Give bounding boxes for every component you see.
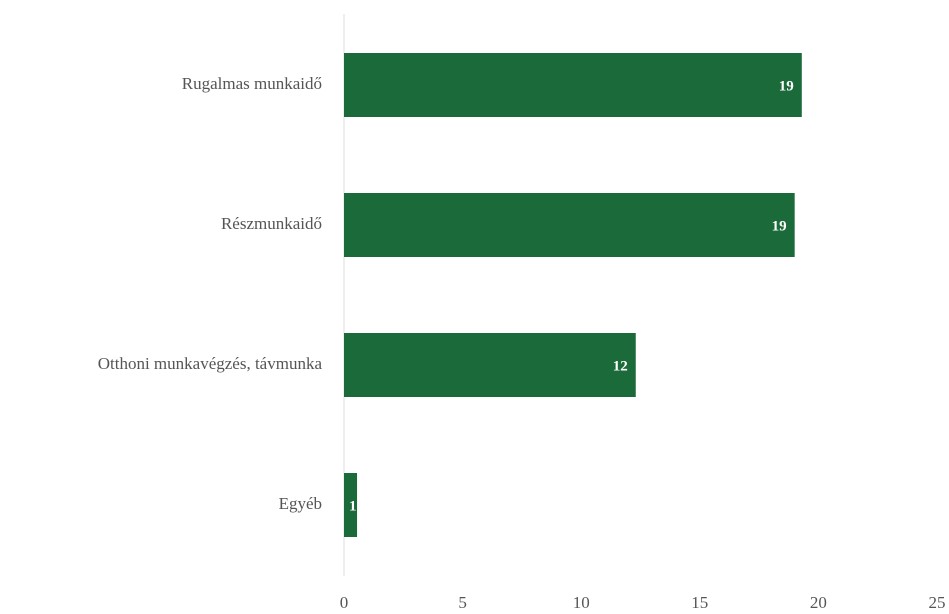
x-tick-label: 0 bbox=[340, 593, 349, 612]
y-tick-label: Részmunkaidő bbox=[221, 214, 322, 233]
y-tick-label: Otthoni munkavégzés, távmunka bbox=[98, 354, 323, 373]
bar bbox=[344, 193, 795, 257]
value-label: 1 bbox=[349, 498, 357, 514]
value-label: 19 bbox=[779, 78, 794, 94]
bar bbox=[344, 333, 636, 397]
bar bbox=[344, 473, 358, 537]
value-label: 12 bbox=[613, 358, 628, 374]
y-tick-label: Rugalmas munkaidő bbox=[182, 74, 322, 93]
value-label: 19 bbox=[772, 218, 787, 234]
x-tick-label: 20 bbox=[810, 593, 827, 612]
x-tick-label: 25 bbox=[929, 593, 946, 612]
x-tick-label: 10 bbox=[573, 593, 590, 612]
y-tick-label: Egyéb bbox=[279, 494, 322, 513]
x-tick-label: 15 bbox=[691, 593, 708, 612]
x-tick-label: 5 bbox=[458, 593, 467, 612]
bar bbox=[344, 53, 802, 117]
